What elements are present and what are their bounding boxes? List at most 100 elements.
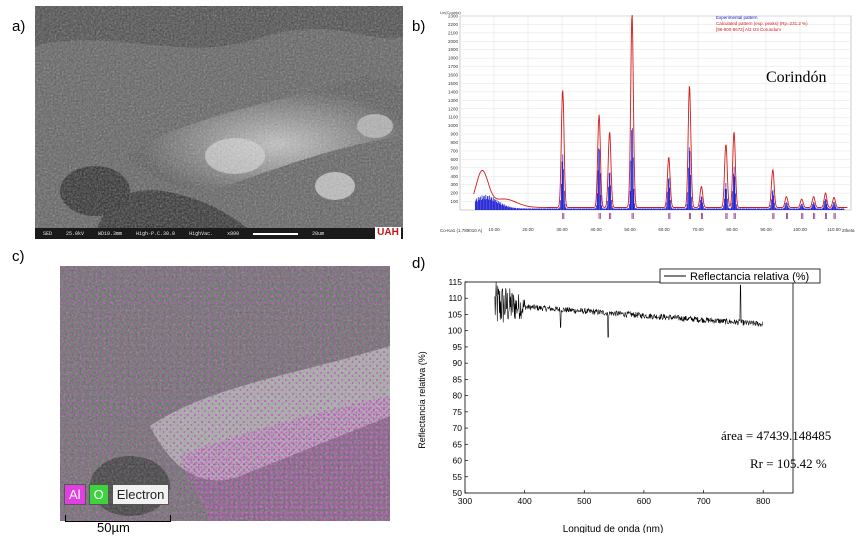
refl-ytick-label: 95 <box>453 342 463 352</box>
xrd-xtick-label: 80.00 <box>726 227 738 232</box>
xrd-legend-calc: Calculated pattern (exp. peaks) (Rp=231.… <box>716 21 808 26</box>
xrd-ytick-label: 1100 <box>448 115 458 120</box>
refl-legend-text: Reflectancia relativa (%) <box>690 271 809 283</box>
refl-annotation-rr: Rr = 105.42 % <box>750 456 827 471</box>
xrd-xtick-label: 40.00 <box>590 227 602 232</box>
refl-ytick-label: 75 <box>453 407 463 417</box>
xrd-ytick-label: 100 <box>450 199 458 204</box>
refl-ytick-label: 85 <box>453 374 463 384</box>
eds-legend-o: O <box>88 484 109 505</box>
sem-scale-bar <box>253 232 299 235</box>
xrd-series-group <box>473 15 848 219</box>
refl-ytick-label: 70 <box>453 423 463 433</box>
xrd-xtick-label: 70.00 <box>692 227 704 232</box>
sem-footer-wd: WD10.3mm <box>98 230 123 237</box>
xrd-ytick-label: 1900 <box>448 47 459 52</box>
sem-footer-mode: SED <box>43 230 53 237</box>
reflectance-chart: 50 55 60 65 70 75 80 85 90 95 100 105 110 115 300 400 50… <box>417 268 831 535</box>
sem-footer-pc: High-P.C.30.0 <box>136 230 176 237</box>
xrd-xtick-label: 20.00 <box>522 227 534 232</box>
xrd-chart-panel: Lin(Counts) 100 200 300 400 500 600 700 800 900 1… <box>438 6 859 238</box>
xrd-ytick-label: 2300 <box>448 14 459 19</box>
sem-footer-vac: HighVac. <box>189 230 214 237</box>
xrd-ytick-label: 2100 <box>448 30 459 35</box>
eds-legend: Al O Electron <box>64 484 170 505</box>
panel-c-label: c) <box>12 248 25 265</box>
refl-ytick-label: 90 <box>453 358 463 368</box>
refl-annotation-area: área = 47439.148485 <box>721 428 831 443</box>
xrd-xtick-label: 110.00 <box>827 227 841 232</box>
sem-info-bar: SED 25.0kV WD10.3mm High-P.C.30.0 HighVa… <box>35 228 403 239</box>
sem-micrograph <box>35 6 403 239</box>
refl-series-line <box>494 281 764 338</box>
eds-map-panel <box>60 266 390 521</box>
xrd-calc-line <box>473 15 848 208</box>
eds-map-image <box>60 266 390 521</box>
refl-ytick-label: 105 <box>448 309 462 319</box>
xrd-ytick-label: 900 <box>450 132 458 137</box>
xrd-title: Corindón <box>766 69 826 86</box>
xrd-ytick-label: 1500 <box>448 81 459 86</box>
xrd-ytick-label: 2200 <box>448 22 459 27</box>
refl-xtick-label: 800 <box>756 496 770 506</box>
sem-footer-kv: 25.0kV <box>66 230 85 237</box>
refl-ytick-label: 115 <box>448 277 462 287</box>
xrd-ytick-label: 200 <box>450 191 458 196</box>
sem-image-panel: SED 25.0kV WD10.3mm High-P.C.30.0 HighVa… <box>35 6 403 239</box>
xrd-xlabel-left: Co-Ka1 (1.789010 A) <box>440 228 483 233</box>
refl-xtick-label: 700 <box>696 496 710 506</box>
xrd-ytick-label: 1700 <box>448 64 459 69</box>
eds-scale-text: 50µm <box>97 520 130 535</box>
panel-b-label: b) <box>412 18 426 35</box>
xrd-ytick-label: 1300 <box>448 98 459 103</box>
xrd-ytick-label: 800 <box>450 140 458 145</box>
xrd-xtick-label: 10.00 <box>488 227 500 232</box>
refl-ytick-label: 80 <box>453 391 463 401</box>
xrd-legend-exp: Experimental pattern <box>716 15 758 20</box>
xrd-ytick-label: 600 <box>450 157 458 162</box>
xrd-xtick-label: 50.00 <box>624 227 636 232</box>
xrd-xtick-label: 60.00 <box>658 227 670 232</box>
xrd-xtick-label: 30.00 <box>556 227 568 232</box>
xrd-ytick-label: 400 <box>450 174 458 179</box>
uah-logo: UAH <box>375 227 401 239</box>
refl-xtick-label: 400 <box>518 496 532 506</box>
refl-ytick-label: 110 <box>448 293 462 303</box>
eds-scale-bar <box>65 515 171 522</box>
xrd-ytick-label: 300 <box>450 182 458 187</box>
sem-footer-mag: x800 <box>227 230 240 237</box>
refl-ytick-label: 100 <box>448 326 462 336</box>
xrd-ytick-label: 1600 <box>448 73 459 78</box>
refl-axes: 50 55 60 65 70 75 80 85 90 95 100 105 110 115 300 400 50… <box>448 277 794 506</box>
sem-scale-text: 20um <box>312 230 325 237</box>
xrd-ytick-label: 1000 <box>448 123 459 128</box>
refl-xlabel: Longitud de onda (nm) <box>563 524 664 533</box>
eds-legend-electron: Electron <box>111 484 170 505</box>
eds-legend-al: Al <box>64 484 86 505</box>
xrd-ytick-label: 700 <box>450 148 458 153</box>
refl-xtick-label: 500 <box>577 496 591 506</box>
panel-d-label: d) <box>412 255 426 272</box>
refl-ytick-label: 65 <box>453 439 463 449</box>
xrd-chart: Lin(Counts) 1002003004005006007008009001… <box>438 6 859 238</box>
xrd-xlabel-right: 2theta <box>842 228 855 233</box>
xrd-xtick-label: 90.00 <box>760 227 772 232</box>
xrd-ytick-label: 1200 <box>448 106 459 111</box>
xrd-ytick-label: 500 <box>450 165 458 170</box>
refl-xtick-label: 300 <box>458 496 472 506</box>
refl-xtick-label: 600 <box>637 496 651 506</box>
xrd-ytitle: Lin(Counts) <box>440 10 461 15</box>
xrd-ytick-label: 1800 <box>448 56 459 61</box>
xrd-ytick-label: 2000 <box>448 39 459 44</box>
xrd-x-axis: 10.00 20.00 30.00 40.00 50.00 60.00 70.00 80.00… <box>488 227 841 232</box>
panel-a-label: a) <box>12 18 26 35</box>
xrd-ytick-label: 1400 <box>448 89 459 94</box>
reflectance-chart-panel: 50 55 60 65 70 75 80 85 90 95 100 105 110 115 300 400 50… <box>415 268 859 535</box>
refl-legend-box <box>659 268 821 284</box>
refl-series-group <box>494 281 764 338</box>
refl-ytick-label: 55 <box>453 472 463 482</box>
xrd-xtick-label: 100.00 <box>793 227 807 232</box>
refl-ytick-label: 50 <box>453 488 463 498</box>
xrd-y-axis: 100 200 300 400 500 600 700 800 900 1000 1100 1200 1… <box>448 14 459 205</box>
refl-ylabel: Reflectancia relativa (%) <box>417 351 427 449</box>
